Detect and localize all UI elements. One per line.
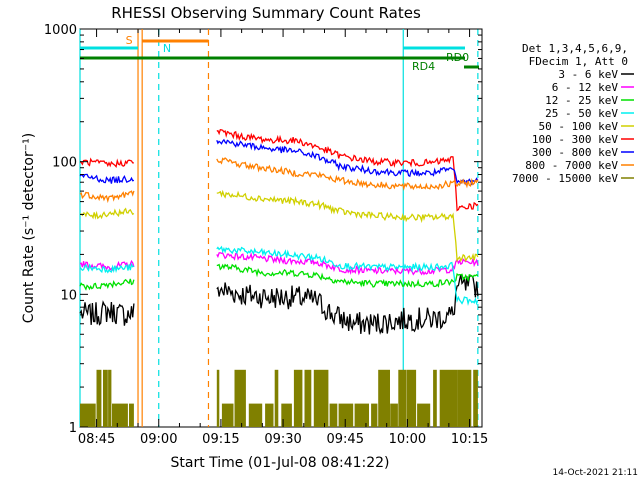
legend: Det 1,3,4,5,6,9,FDecim 1, Att 03 - 6 keV…: [512, 42, 634, 185]
legend-entry-label: 800 - 7000 keV: [525, 159, 618, 172]
chart-title: RHESSI Observing Summary Count Rates: [111, 4, 421, 22]
legend-header: FDecim 1, Att 0: [529, 55, 628, 68]
rd4-label: RD4: [412, 60, 435, 73]
series-line: [79, 263, 479, 291]
x-tick-label: 09:30: [264, 432, 301, 447]
plot-area: [79, 28, 483, 428]
night-label: N: [163, 42, 171, 55]
series-block: [329, 403, 338, 427]
x-tick-label: 09:00: [140, 432, 177, 447]
series-block: [338, 403, 354, 427]
series-block: [274, 369, 279, 427]
series-block: [473, 369, 478, 427]
series-line: [79, 157, 479, 204]
y-tick-label: 10: [60, 288, 77, 303]
x-tick-label: 09:45: [327, 432, 364, 447]
series-block: [313, 369, 329, 427]
vertical-markers: [79, 29, 479, 427]
series-block: [433, 369, 437, 427]
series-block: [248, 403, 263, 427]
series-block: [112, 403, 128, 427]
series-block: [129, 403, 134, 427]
series-block: [216, 369, 220, 427]
series-block: [103, 369, 108, 427]
series-block: [80, 403, 96, 427]
legend-entry-label: 12 - 25 keV: [545, 94, 618, 107]
series-line: [79, 189, 479, 263]
y-axis-label: Count Rate (s⁻¹ detector⁻¹): [21, 133, 37, 323]
series-block: [293, 369, 303, 427]
series-block: [108, 369, 112, 427]
legend-entry-label: 50 - 100 keV: [539, 120, 619, 133]
legend-entry-label: 3 - 6 keV: [558, 68, 618, 81]
series-line: [79, 128, 479, 212]
x-tick-label: 09:15: [202, 432, 239, 447]
series-block: [234, 369, 246, 427]
attenuator-bars: S N RD0 RD4: [80, 34, 479, 73]
x-tick-label: 10:00: [389, 432, 426, 447]
series-block: [265, 403, 274, 427]
series-block: [417, 403, 431, 427]
axis-ticks: 08:45 09:00 09:15 09:30 09:45 10:00 10:15 1 10 10…: [44, 23, 488, 447]
x-axis-label: Start Time (01-Jul-08 08:41:22): [170, 455, 389, 471]
legend-entry-label: 6 - 12 keV: [552, 81, 619, 94]
series-block: [304, 369, 312, 427]
rd0-label: RD0: [446, 51, 469, 64]
series-block: [453, 369, 458, 427]
series-block: [378, 369, 390, 427]
series-block: [390, 403, 398, 427]
legend-entry-label: 100 - 300 keV: [532, 133, 618, 146]
series-block: [354, 403, 369, 427]
series-block: [96, 369, 102, 427]
y-tick-label: 1: [69, 421, 77, 436]
legend-entry-label: 300 - 800 keV: [532, 146, 618, 159]
series-block: [398, 369, 407, 427]
x-tick-label: 08:45: [78, 432, 115, 447]
plot-frame: [79, 28, 483, 428]
series-block: [281, 403, 292, 427]
x-tick-label: 10:15: [451, 432, 488, 447]
series-block: [457, 369, 472, 427]
legend-entry-label: 7000 - 15000 keV: [512, 172, 618, 185]
footer-timestamp: 14-Oct-2021 21:11: [553, 468, 638, 478]
series-block: [221, 403, 234, 427]
y-tick-label: 1000: [44, 23, 77, 38]
series-line: [79, 274, 479, 335]
series-line: [79, 138, 479, 186]
series-block: [406, 369, 417, 427]
legend-header: Det 1,3,4,5,6,9,: [522, 42, 628, 55]
series-group: [79, 128, 479, 427]
series-block: [439, 369, 453, 427]
series-block: [371, 403, 378, 427]
y-tick-label: 100: [52, 156, 77, 171]
legend-entry-label: 25 - 50 keV: [545, 107, 618, 120]
series-line: [79, 245, 479, 307]
saa-label: S: [126, 34, 133, 47]
